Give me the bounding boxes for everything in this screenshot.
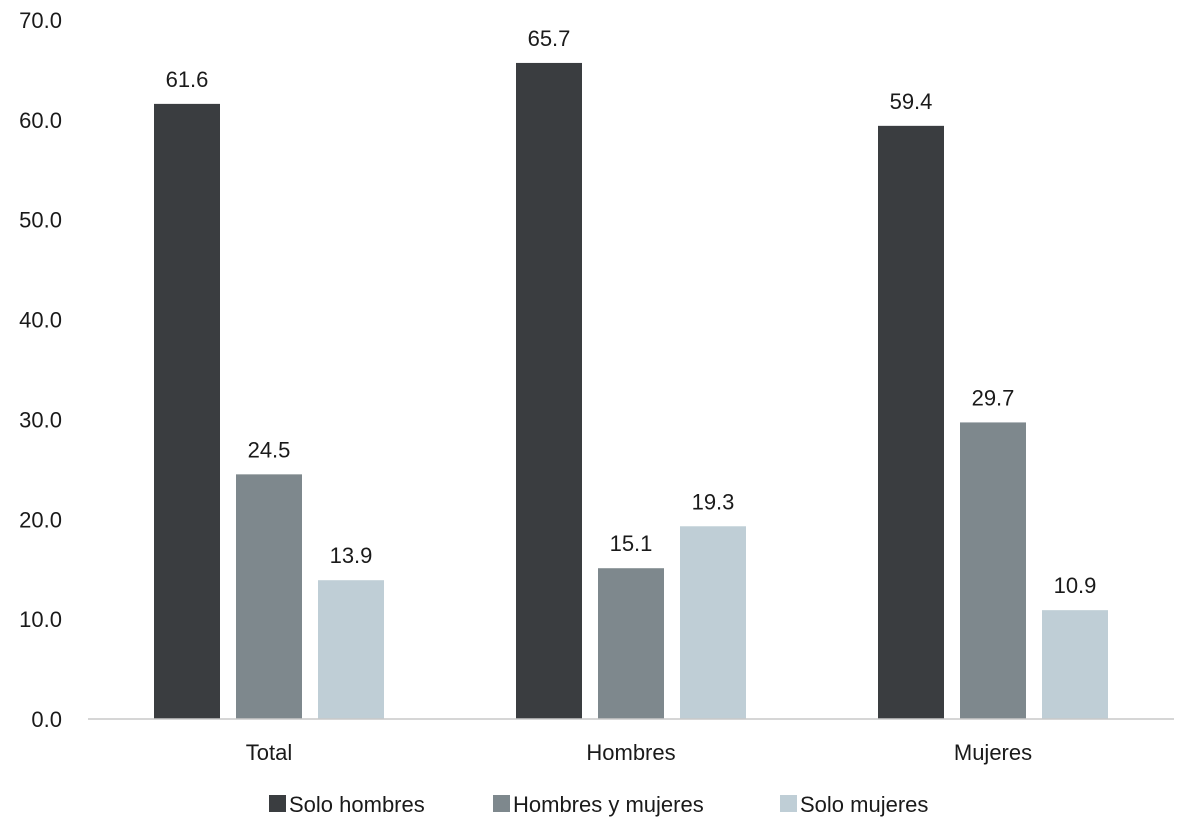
y-tick-label: 50.0 — [19, 208, 62, 233]
legend-swatch — [269, 795, 286, 812]
bar — [236, 474, 302, 719]
data-label: 61.6 — [166, 67, 209, 92]
x-category-label: Mujeres — [954, 740, 1032, 765]
legend-label: Solo hombres — [289, 792, 425, 817]
legend-label: Solo mujeres — [800, 792, 928, 817]
bar — [960, 422, 1026, 719]
data-label: 13.9 — [330, 543, 373, 568]
y-tick-label: 10.0 — [19, 607, 62, 632]
bar — [878, 125, 944, 719]
data-label: 15.1 — [610, 531, 653, 556]
y-tick-label: 20.0 — [19, 507, 62, 532]
data-label: 59.4 — [890, 89, 933, 114]
y-axis: 0.0 10.0 20.0 30.0 40.0 50.0 60.0 70.0 — [19, 8, 62, 732]
legend-label: Hombres y mujeres — [513, 792, 704, 817]
bar — [516, 62, 582, 719]
data-label: 65.7 — [528, 26, 571, 51]
legend: Solo hombres Hombres y mujeres Solo mujere… — [269, 792, 928, 817]
x-category-label: Total — [246, 740, 292, 765]
bar — [318, 580, 384, 719]
y-tick-label: 30.0 — [19, 407, 62, 432]
legend-swatch — [493, 795, 510, 812]
bar — [154, 103, 220, 719]
y-tick-label: 0.0 — [31, 707, 62, 732]
data-label: 10.9 — [1054, 573, 1097, 598]
x-axis: Total Hombres Mujeres — [246, 740, 1032, 765]
y-tick-label: 60.0 — [19, 108, 62, 133]
y-tick-label: 40.0 — [19, 308, 62, 333]
bar — [1042, 610, 1108, 719]
data-label: 29.7 — [972, 385, 1015, 410]
bars — [154, 62, 1108, 719]
data-label: 24.5 — [248, 437, 291, 462]
data-labels: 61.6 24.5 13.9 65.7 15.1 19.3 59.4 29.7 10.9 — [166, 26, 1097, 598]
data-label: 19.3 — [692, 489, 735, 514]
bar — [680, 526, 746, 719]
y-tick-label: 70.0 — [19, 8, 62, 33]
legend-swatch — [780, 795, 797, 812]
bar — [598, 568, 664, 719]
x-category-label: Hombres — [586, 740, 675, 765]
